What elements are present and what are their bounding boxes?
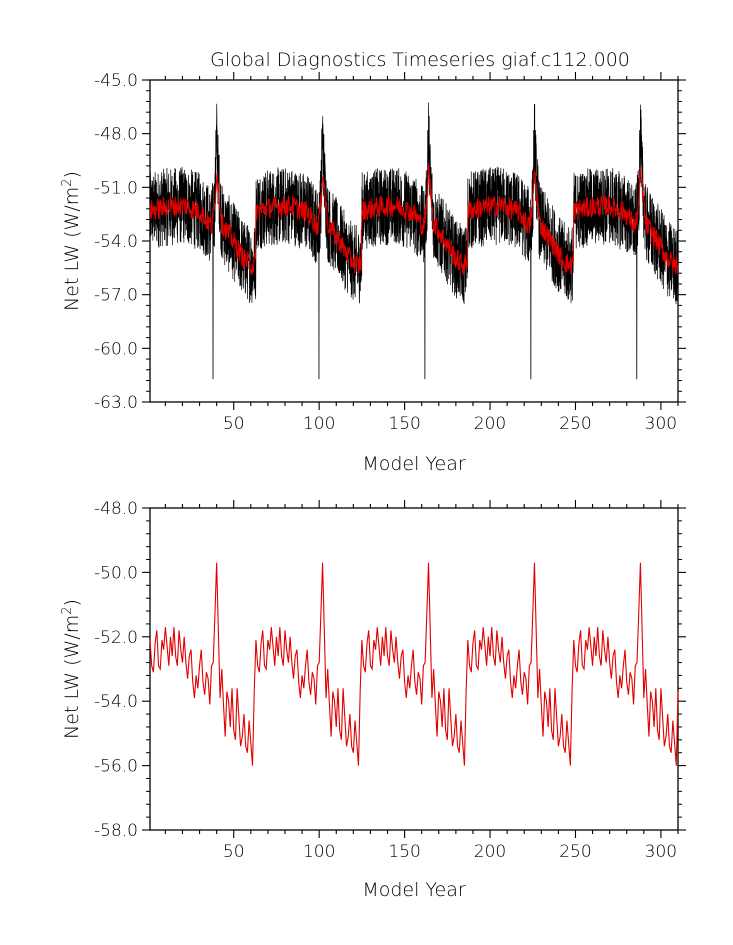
top-series [149, 102, 679, 380]
bottom-chart: -58.0 -56.0 -54.0 -52.0 -50.0 -48.0 50 100 150 20… [60, 499, 686, 901]
bottom-xtick-label: 300 [645, 842, 677, 862]
bottom-ytick-label: -48.0 [94, 499, 138, 519]
bottom-ytick-label: -58.0 [94, 821, 138, 841]
top-xtick-label: 50 [223, 414, 245, 434]
bottom-xtick-label: 50 [223, 842, 245, 862]
top-series-line-red [149, 163, 679, 276]
bottom-series-line-red [149, 562, 679, 766]
top-ytick-label: -51.0 [94, 178, 138, 198]
top-xtick-label: 300 [645, 414, 677, 434]
bottom-xtick-label: 100 [303, 842, 335, 862]
top-xtick-label: 150 [388, 414, 420, 434]
bottom-ytick-label: -50.0 [94, 563, 138, 583]
top-ytick-label: -48.0 [94, 125, 138, 145]
top-ytick-label: -60.0 [94, 339, 138, 359]
top-ytick-label: -63.0 [94, 393, 138, 413]
top-xtick-label: 100 [303, 414, 335, 434]
bottom-x-axis-label: Model Year [362, 879, 466, 901]
bottom-xtick-label: 200 [474, 842, 506, 862]
bottom-ytick-label: -54.0 [94, 692, 138, 712]
bottom-ytick-label: -56.0 [94, 757, 138, 777]
top-xtick-label: 250 [559, 414, 591, 434]
top-x-axis-label: Model Year [362, 453, 466, 475]
top-series-line-black [149, 102, 679, 380]
top-chart: -63.0 -60.0 -57.0 -54.0 -51.0 -48.0 -45.0 50 100… [60, 71, 686, 475]
top-ytick-label: -45.0 [94, 71, 138, 91]
bottom-xtick-label: 150 [388, 842, 420, 862]
figure-title: Global Diagnostics Timeseries giaf.c112.… [210, 49, 630, 71]
bottom-ticks: -58.0 -56.0 -54.0 -52.0 -50.0 -48.0 50 100 150 20… [94, 499, 686, 862]
top-ytick-label: -57.0 [94, 286, 138, 306]
top-xtick-label: 200 [474, 414, 506, 434]
top-y-axis-label: Net LW (W/m2) [60, 171, 83, 311]
top-ytick-label: -54.0 [94, 232, 138, 252]
bottom-plot-frame [149, 507, 679, 831]
bottom-y-axis-label: Net LW (W/m2) [60, 599, 83, 739]
top-ticks: -63.0 -60.0 -57.0 -54.0 -51.0 -48.0 -45.0 50 100… [94, 71, 686, 434]
bottom-xtick-label: 250 [559, 842, 591, 862]
bottom-ytick-label: -52.0 [94, 628, 138, 648]
bottom-series [149, 562, 679, 766]
